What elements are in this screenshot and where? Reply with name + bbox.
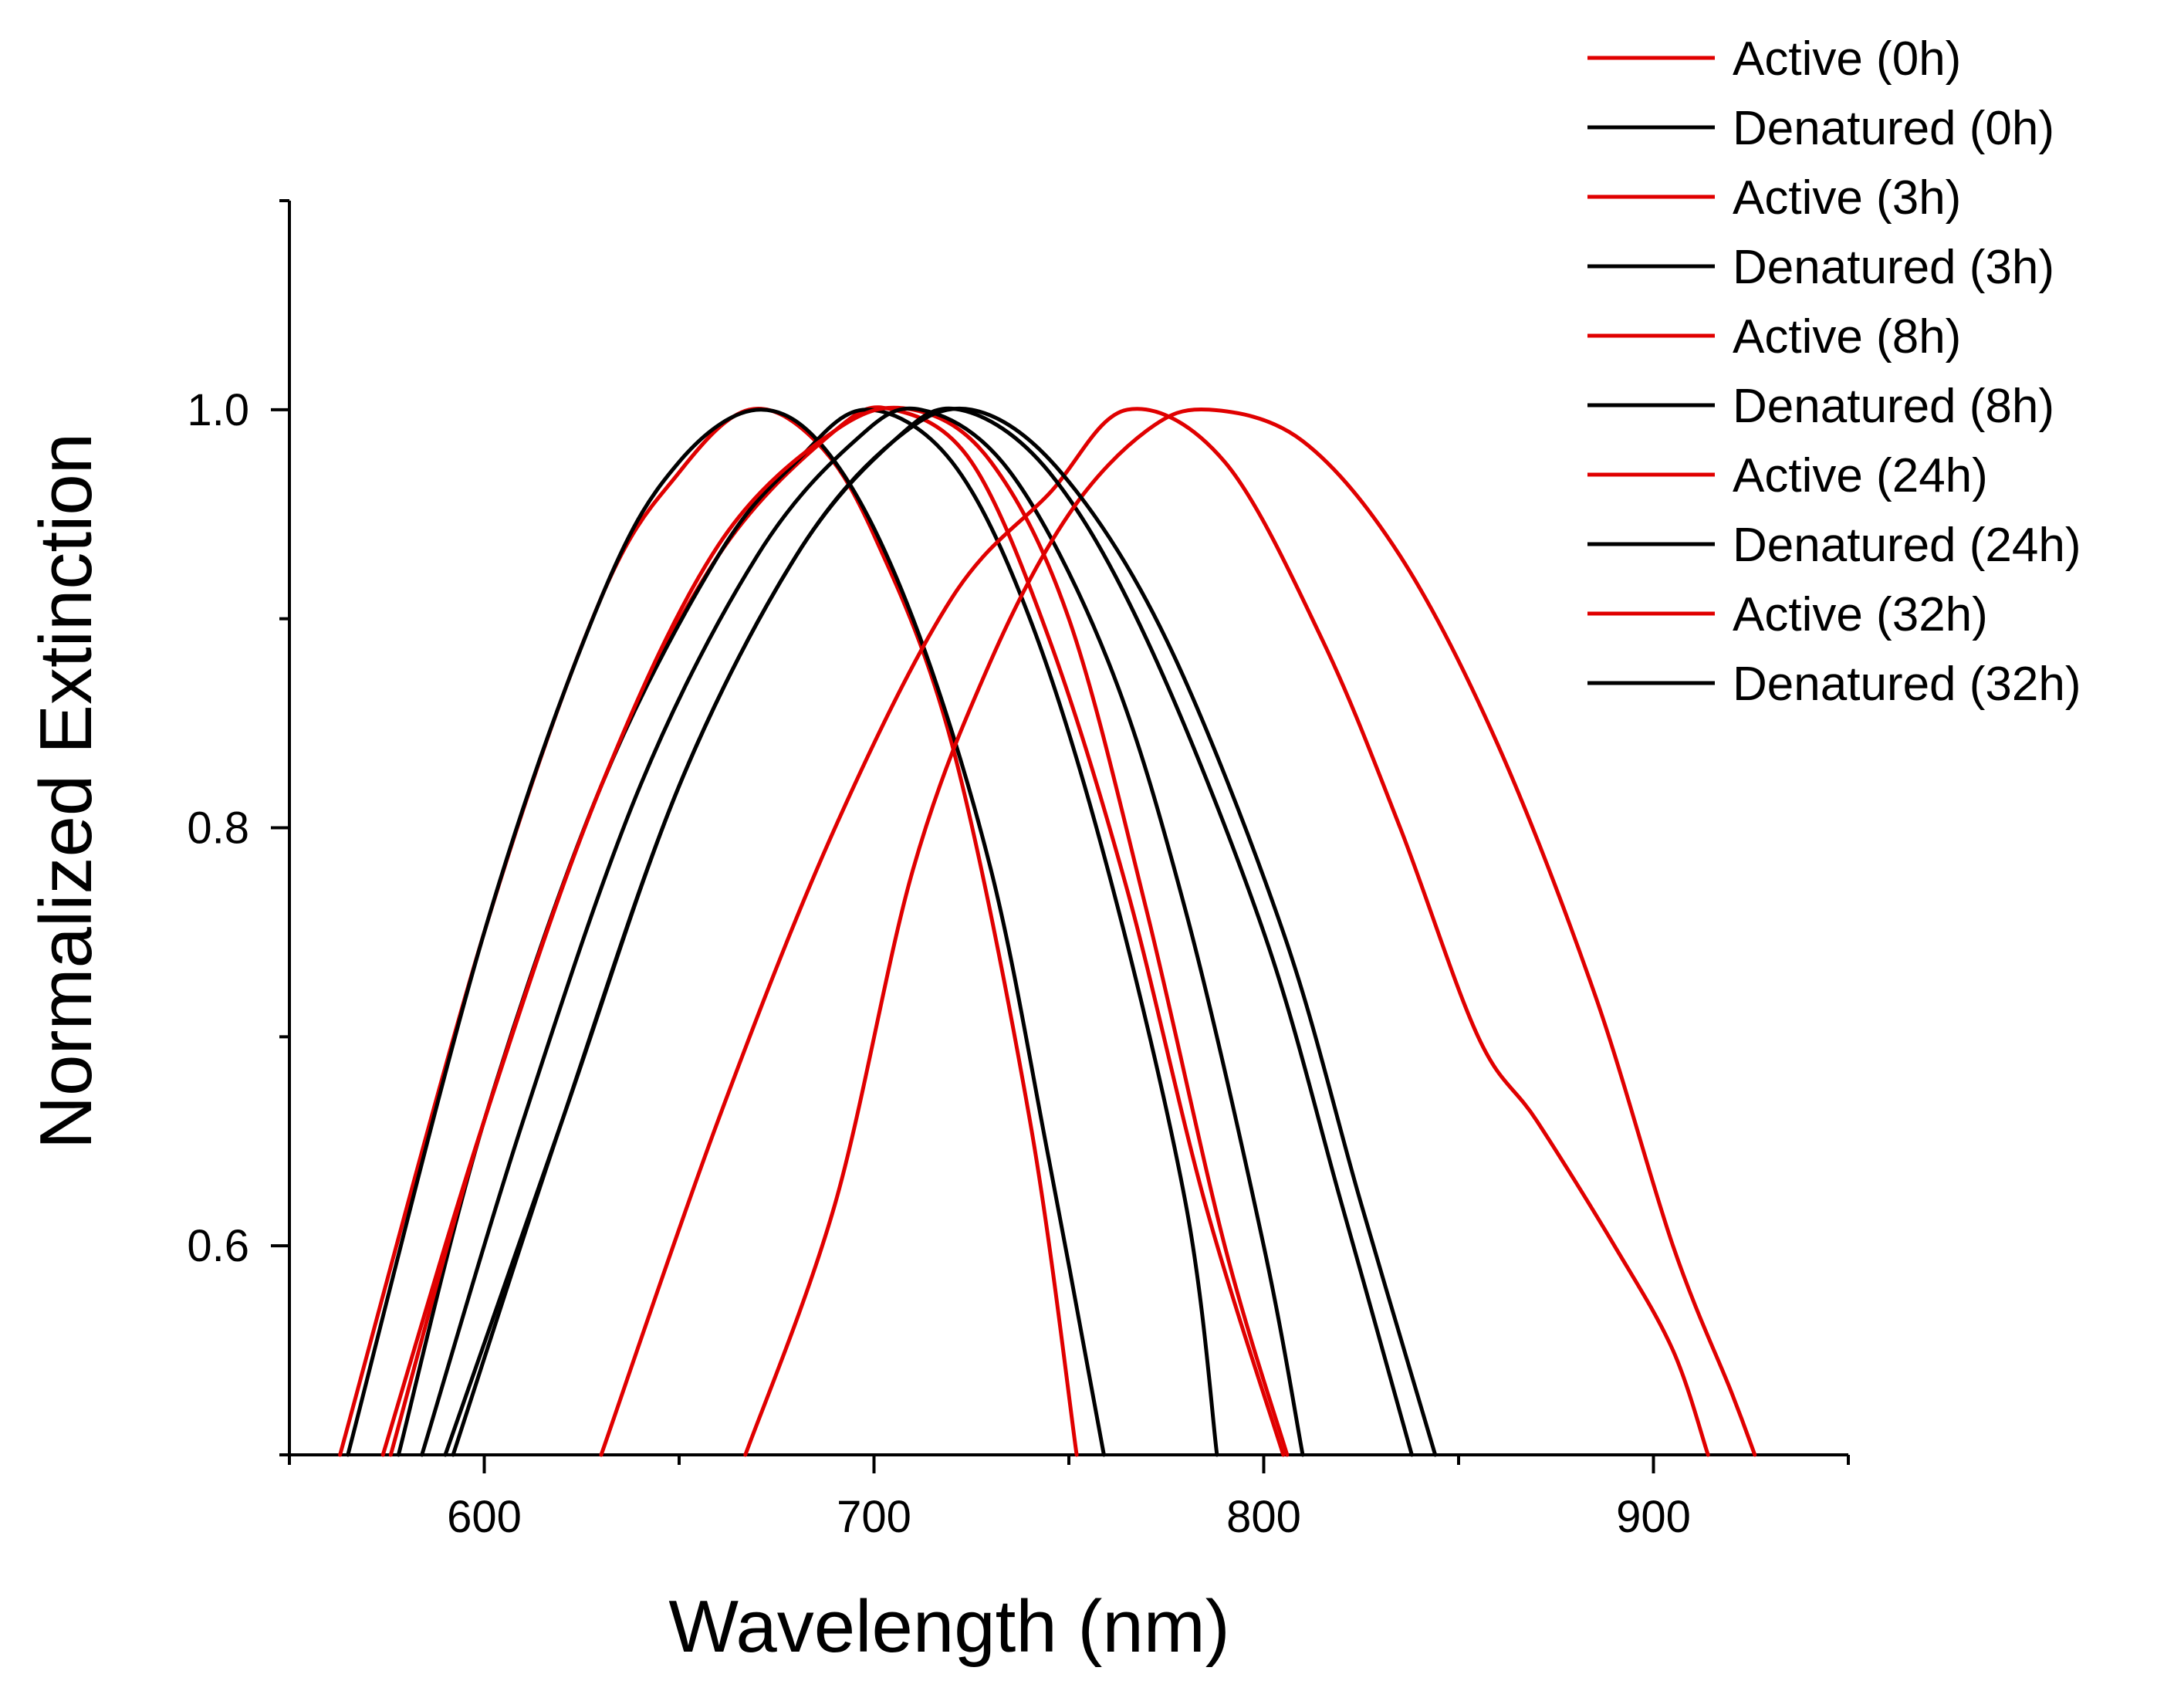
legend-label-active-3h: Active (3h) [1733,171,1961,225]
legend-label-active-0h: Active (0h) [1733,32,1961,86]
x-tick-label: 900 [1616,1492,1691,1542]
x-tick-label: 800 [1226,1492,1301,1542]
legend: Active (0h) Denatured (0h) Active (3h) Den… [1587,32,2081,711]
x-tick-label: 600 [447,1492,522,1542]
y-tick-label: 1.0 [187,385,249,435]
x-axis-label: Wavelength (nm) [668,1585,1229,1668]
series-line-active-8h [388,405,1290,1457]
legend-label-denatured-24h: Denatured (24h) [1733,519,2081,572]
legend-label-active-8h: Active (8h) [1733,310,1961,364]
series-line-denatured-24h [443,406,1414,1457]
y-tick-label: 0.6 [187,1221,249,1271]
legend-label-denatured-3h: Denatured (3h) [1733,241,2054,294]
legend-label-denatured-0h: Denatured (0h) [1733,102,2054,155]
series-line-denatured-32h [451,406,1438,1457]
legend-label-denatured-8h: Denatured (8h) [1733,380,2054,433]
series-line-denatured-0h [346,408,1106,1457]
x-tick-label: 700 [837,1492,911,1542]
series-line-active-24h [599,407,1710,1457]
tick-labels: 600 700 800 900 0.6 0.8 1.0 [187,385,1691,1542]
series-group [338,405,1757,1457]
series-line-denatured-3h [396,408,1219,1457]
legend-label-active-32h: Active (32h) [1733,588,1988,641]
series-line-active-32h [743,407,1757,1457]
series-line-denatured-8h [420,406,1305,1457]
legend-label-active-24h: Active (24h) [1733,449,1988,502]
legend-label-denatured-32h: Denatured (32h) [1733,658,2081,711]
y-tick-label: 0.8 [187,803,249,854]
series-line-active-0h [338,407,1079,1457]
ticks [271,199,1850,1473]
y-axis-label: Normalized Extinction [25,433,107,1149]
series-line-active-3h [380,405,1286,1457]
